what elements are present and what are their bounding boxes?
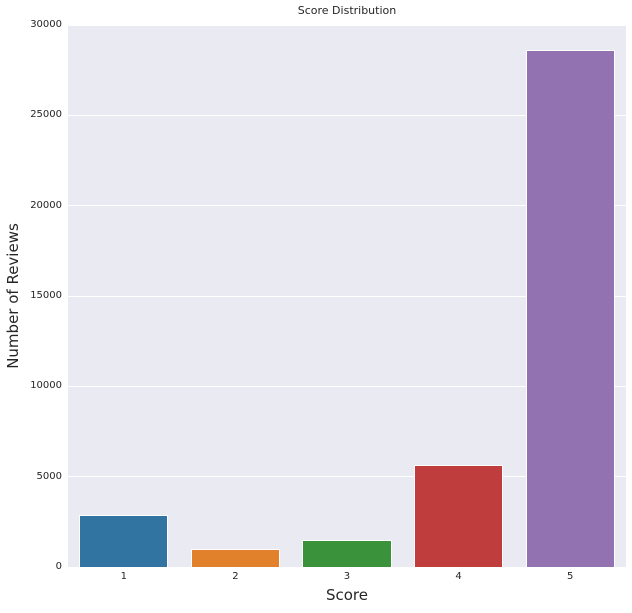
y-tick-label: 5000 (36, 470, 62, 482)
gridline (68, 476, 626, 478)
y-tick-label: 30000 (30, 19, 62, 30)
chart-title: Score Distribution (297, 4, 397, 17)
x-tick-label: 2 (232, 571, 239, 582)
bar-score-5 (525, 50, 615, 567)
y-tick-label: 0 (55, 561, 62, 572)
bar-score-2 (190, 548, 281, 567)
gridline (68, 566, 626, 568)
x-tick-label: 1 (120, 571, 127, 582)
y-tick-label: 25000 (30, 109, 62, 121)
x-tick-label: 3 (343, 571, 351, 582)
y-tick-label: 15000 (30, 290, 62, 301)
plot-area (68, 24, 626, 568)
gridline (68, 114, 626, 116)
x-axis-label: Score (325, 586, 368, 604)
y-tick-label: 10000 (30, 380, 62, 392)
x-tick-label: 4 (455, 571, 462, 582)
gridline (68, 385, 626, 387)
y-tick-label: 20000 (30, 199, 62, 211)
gridline (68, 205, 626, 207)
gridline (68, 295, 626, 297)
bar-score-3 (302, 540, 392, 567)
bar-score-1 (79, 514, 169, 567)
bar-score-4 (413, 464, 504, 567)
x-tick-label: 5 (567, 571, 574, 582)
gridline (68, 24, 626, 26)
